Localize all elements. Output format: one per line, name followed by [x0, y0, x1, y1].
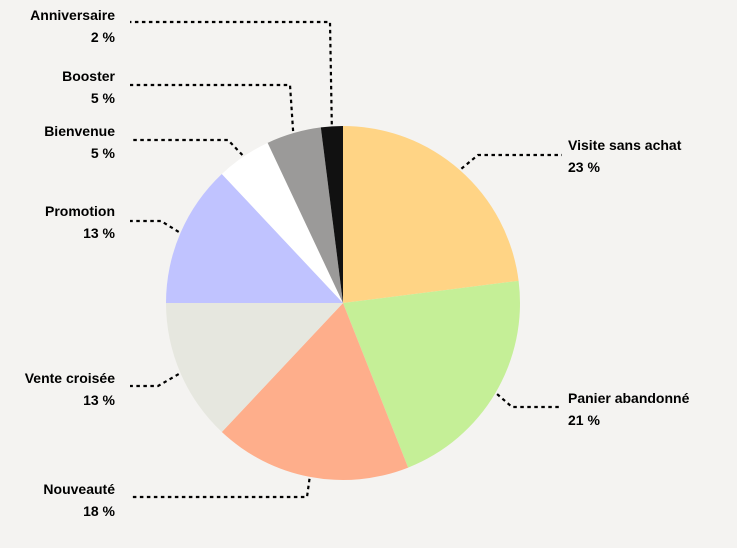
pie-slice-4	[166, 173, 343, 303]
leader-line-7	[130, 20, 333, 125]
leader-line-1	[496, 393, 562, 409]
slice-value-2: 18 %	[83, 503, 115, 519]
slice-value-7: 2 %	[91, 29, 116, 45]
slice-value-3: 13 %	[83, 392, 115, 408]
slice-value-5: 5 %	[91, 145, 116, 161]
pie-slice-0	[343, 126, 519, 303]
slice-value-6: 5 %	[91, 90, 116, 106]
leader-line-2	[130, 478, 311, 499]
slice-value-0: 23 %	[568, 159, 600, 175]
slice-label-5: Bienvenue	[44, 123, 115, 139]
pie-slices	[166, 126, 520, 480]
leader-line-0	[460, 153, 562, 170]
pie-slice-1	[343, 280, 520, 468]
pie-slice-2	[221, 303, 409, 480]
slice-label-4: Promotion	[45, 203, 115, 219]
slice-label-6: Booster	[62, 68, 115, 84]
slice-label-1: Panier abandonné	[568, 390, 690, 406]
slice-label-3: Vente croisée	[25, 370, 115, 386]
pie-slice-5	[221, 142, 343, 303]
slice-label-0: Visite sans achat	[568, 137, 682, 153]
slice-value-1: 21 %	[568, 412, 600, 428]
leader-line-5	[130, 138, 244, 156]
leader-line-4	[130, 219, 180, 233]
slice-label-7: Anniversaire	[30, 7, 115, 23]
slice-labels: Visite sans achat 23 % Panier abandonné 21 …	[25, 7, 690, 519]
slice-value-4: 13 %	[83, 225, 115, 241]
pie-slice-7	[320, 126, 343, 303]
leader-lines	[130, 20, 562, 499]
pie-slice-3	[166, 303, 343, 433]
pie-slice-6	[267, 127, 343, 304]
slice-label-2: Nouveauté	[43, 481, 115, 497]
leader-line-6	[130, 83, 295, 132]
leader-line-3	[130, 373, 180, 388]
